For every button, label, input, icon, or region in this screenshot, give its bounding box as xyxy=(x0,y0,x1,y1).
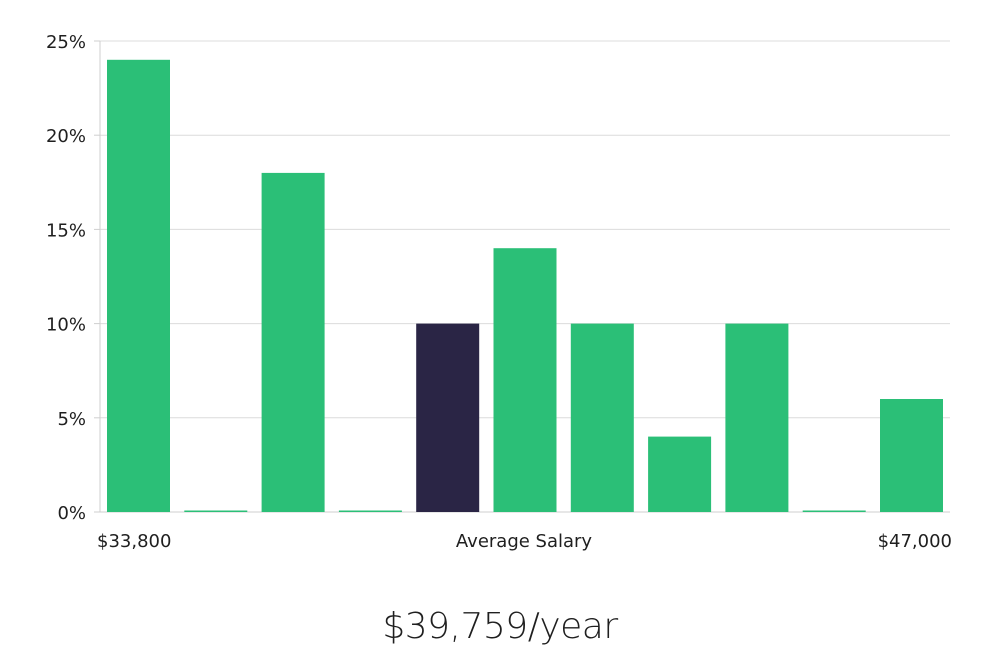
average-salary-value: $39,759/year xyxy=(382,606,618,647)
x-label-min: $33,800 xyxy=(97,531,171,552)
bar-3 xyxy=(261,172,325,512)
y-tick-label-0: 0% xyxy=(57,503,86,524)
bar-8 xyxy=(648,436,712,512)
bar-average-highlight xyxy=(416,323,480,512)
y-tick-labels: 0% 5% 10% 15% 20% 25% xyxy=(46,32,86,524)
y-tick-label-5: 5% xyxy=(57,409,86,430)
bar-11 xyxy=(880,399,943,512)
y-tick-label-25: 25% xyxy=(46,32,86,53)
salary-distribution-chart: 0% 5% 10% 15% 20% 25% $33,800 Average Salary … xyxy=(46,32,952,552)
bar-7 xyxy=(570,323,634,512)
x-labels: $33,800 Average Salary $47,000 xyxy=(97,531,952,552)
bar-2 xyxy=(184,510,248,512)
gridlines xyxy=(100,40,950,419)
bar-10 xyxy=(802,510,866,512)
y-tick-label-20: 20% xyxy=(46,126,86,147)
bars xyxy=(107,59,943,513)
bar-4 xyxy=(338,510,402,512)
y-tick-label-10: 10% xyxy=(46,315,86,336)
x-label-average: Average Salary xyxy=(456,531,593,552)
bar-9 xyxy=(725,323,789,512)
bar-1 xyxy=(107,59,170,513)
bar-6 xyxy=(493,248,557,512)
x-label-max: $47,000 xyxy=(878,531,952,552)
y-tick-label-15: 15% xyxy=(46,220,86,241)
